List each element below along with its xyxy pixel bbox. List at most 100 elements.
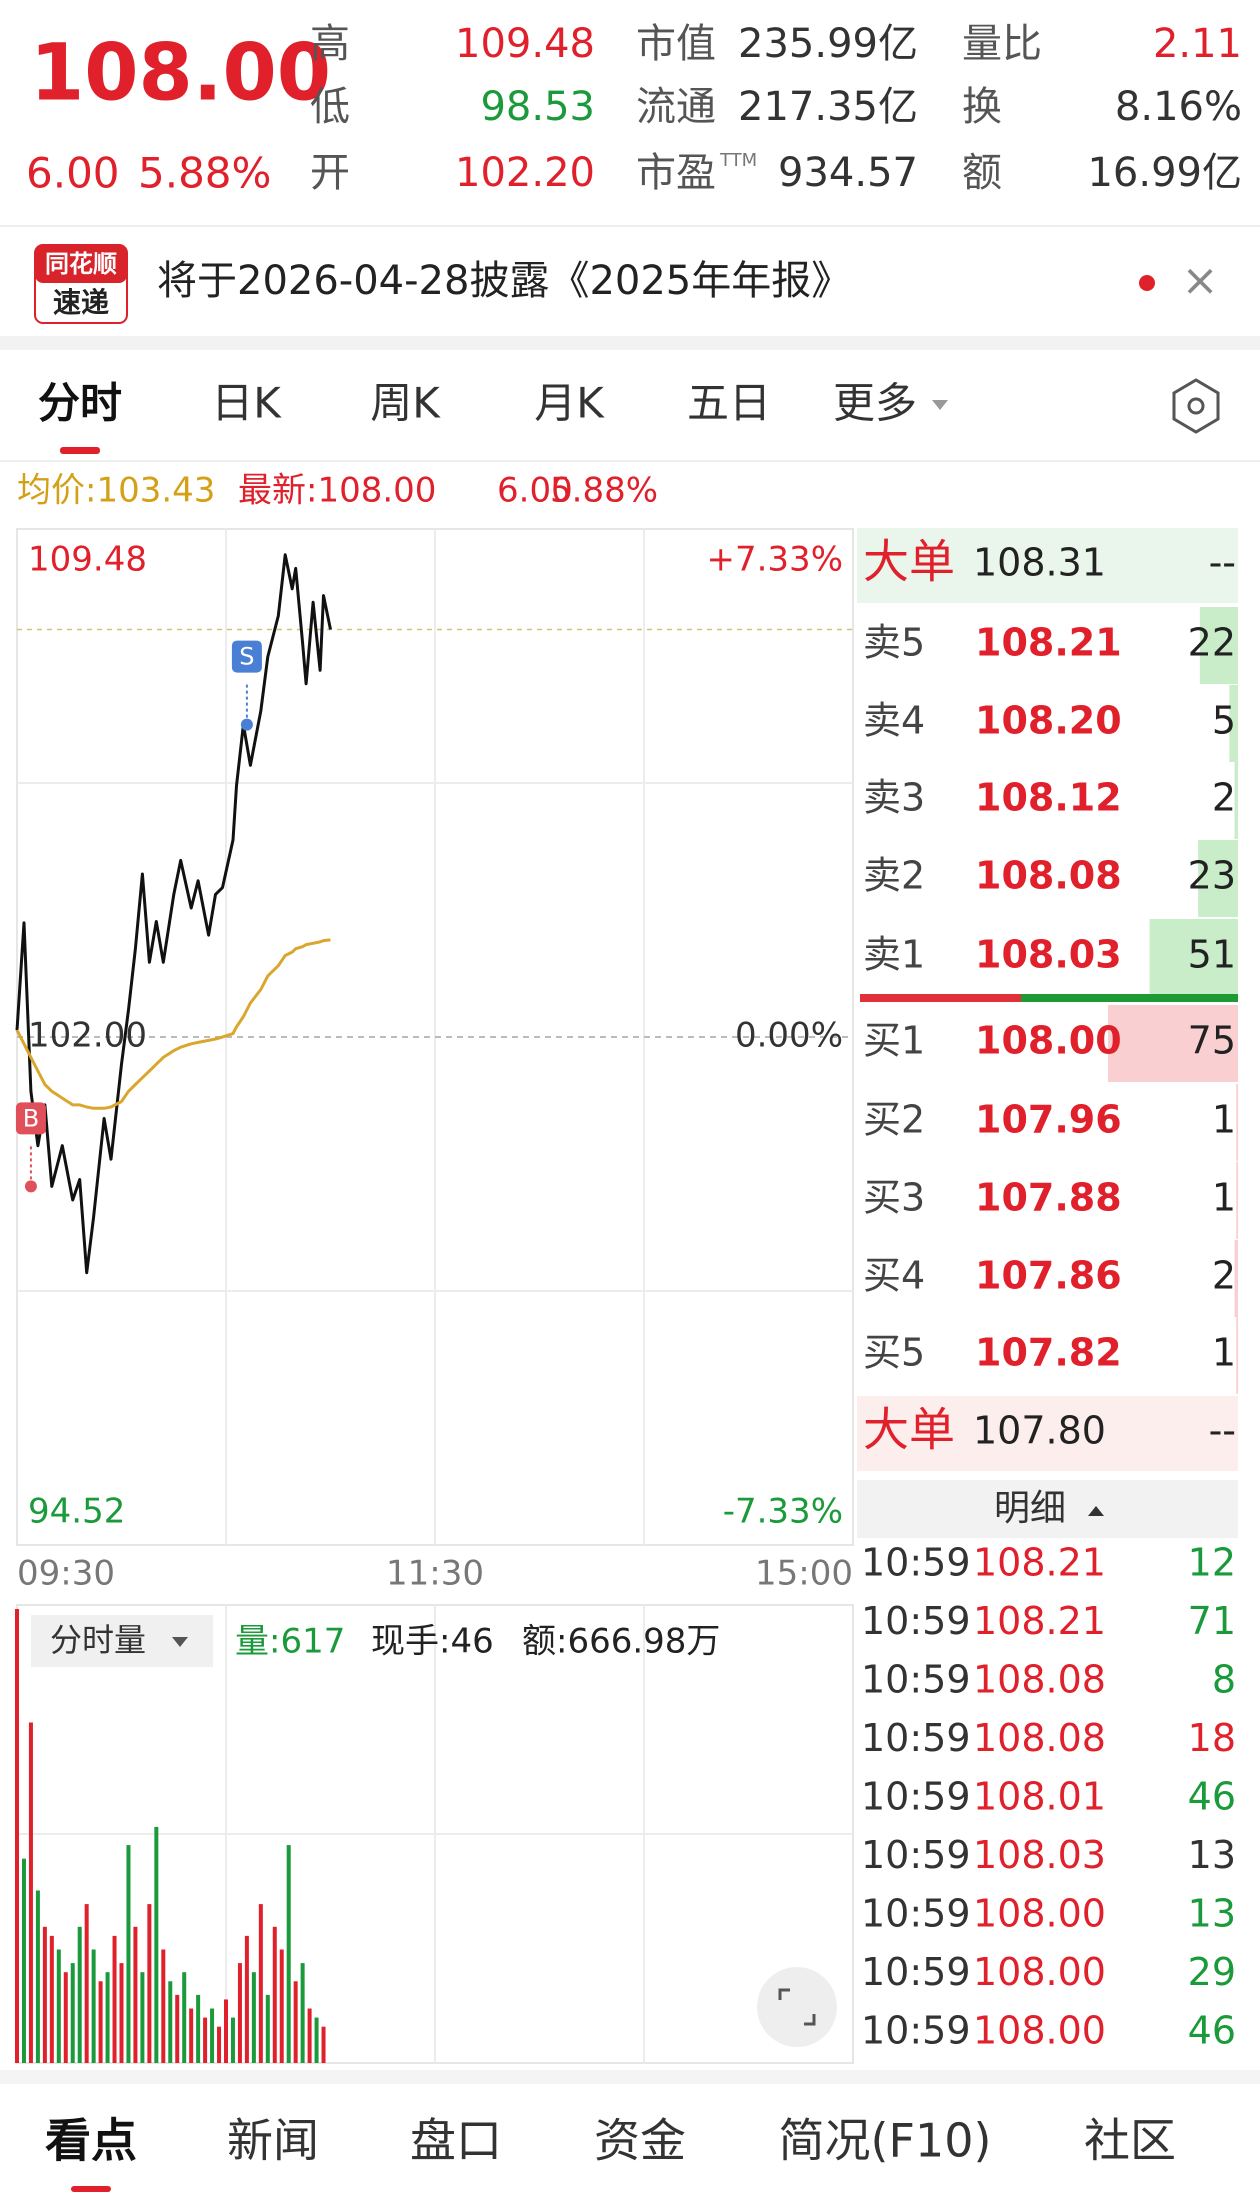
price: 108.00 [30,28,331,118]
volume-bar [56,1949,61,2063]
bottom-tab[interactable]: 看点 [45,2114,137,2168]
volume-bar [147,1904,152,2063]
volume-bar [161,1949,166,2063]
notice-text[interactable]: 将于2026-04-28披露《2025年年报》 [157,258,851,304]
summary-change: 6.00 [497,471,573,511]
volume-bar [272,1926,277,2063]
amount-value: 额:666.98万 [522,1622,720,1662]
bottom-tab[interactable]: 资金 [594,2114,686,2168]
volume-bar [42,1926,47,2063]
depth-qty: 2 [1212,1254,1236,1298]
tick-time: 10:59 [861,1599,971,1643]
volume-bar [286,1845,291,2063]
volume-value: 量:617 [235,1622,345,1662]
fullscreen-button[interactable] [757,1967,837,2047]
tab[interactable]: 日K [211,379,282,428]
tick-price: 108.08 [973,1716,1106,1760]
stat-value: 235.99亿 [738,21,918,67]
depth-label: 卖5 [863,621,925,665]
volume-bar [49,1935,54,2063]
stat-value: 934.57 [778,150,918,196]
hand-value: 现手:46 [371,1622,494,1662]
trade-marker-dot [240,718,253,731]
change: 6.00 [26,149,120,198]
volume-bar [98,1981,103,2063]
depth-label: 买1 [863,1019,925,1063]
unread-dot [1139,275,1155,291]
big-order-row [857,1396,1238,1471]
tab[interactable]: 五日 [687,379,771,428]
tab[interactable]: 更多 [833,379,917,428]
details-header[interactable] [857,1480,1238,1538]
depth-qty: 5 [1212,699,1236,743]
y2-tick-label: -7.33% [723,1492,843,1532]
depth-label: 卖2 [863,854,925,898]
depth-label: 买4 [863,1254,925,1298]
stat-label: 流通 [636,84,716,130]
volume-bar [126,1845,131,2063]
tick-time: 10:59 [861,1950,971,1994]
volume-bar [244,1935,249,2063]
depth-bar [1236,1084,1238,1161]
volume-bar [293,1981,298,2063]
depth-price: 108.12 [975,776,1122,820]
depth-bar [1236,1162,1238,1239]
bottom-tab[interactable]: 社区 [1084,2114,1176,2168]
tab[interactable]: 分时 [38,379,122,428]
depth-bar [1149,919,1238,996]
depth-qty: 22 [1188,621,1236,665]
tick-price: 108.03 [973,1833,1106,1877]
depth-bar [1236,1317,1238,1394]
tab[interactable]: 周K [370,379,441,428]
tick-price: 108.08 [973,1658,1106,1702]
bottom-tab[interactable]: 新闻 [227,2114,319,2168]
bottom-tab[interactable]: 简况(F10) [779,2114,992,2168]
details-title: 明细 [994,1488,1066,1529]
bottom-tab-indicator [71,2186,111,2192]
x-tick-label: 09:30 [17,1554,115,1594]
depth-price: 107.80 [973,1409,1106,1453]
volume-bar [196,1994,201,2063]
volume-bar [251,1972,256,2063]
close-button[interactable]: × [1182,255,1219,306]
volume-bar [91,1949,96,2063]
bottom-tab[interactable]: 盘口 [410,2114,502,2168]
separator-band [0,336,1260,350]
trade-marker[interactable] [231,640,262,673]
depth-qty: -- [1209,541,1236,585]
change-pct: 5.88% [138,149,271,198]
depth-qty: 1 [1212,1176,1236,1220]
stat-value: 8.16% [1115,84,1242,130]
trade-marker-dot [24,1180,37,1193]
tick-price: 108.00 [973,1950,1106,1994]
volume-bar [154,1826,159,2063]
stat-label: 换 [962,84,1002,130]
depth-label: 大单 [863,1403,955,1457]
trade-marker-label: B [23,1104,39,1132]
depth-price: 108.20 [975,699,1122,743]
sort-arrow [1088,1506,1104,1516]
volume-bar [279,1949,284,2063]
tick-qty: 13 [1188,1833,1236,1877]
summary-change-pct: 5.88% [550,471,658,511]
tick-qty: 71 [1188,1599,1236,1643]
volume-bar [175,1994,180,2063]
depth-bar [1234,762,1238,839]
volume-bar [314,2017,319,2063]
volume-bar [182,1972,187,2063]
volume-bar [63,1972,68,2063]
settings-icon[interactable] [1172,378,1220,434]
stat-label: 市盈 [636,150,716,196]
stat-label: 市值 [636,21,716,67]
x-tick-label: 11:30 [386,1554,484,1594]
trade-marker[interactable] [15,1102,46,1135]
volume-bar [168,1981,173,2063]
stat-label: 高 [310,21,350,67]
stat-value: 217.35亿 [738,84,918,130]
tick-qty: 13 [1188,1892,1236,1936]
depth-label: 买3 [863,1176,925,1220]
stat-label-sup: TTM [719,150,757,171]
y-tick-label: 109.48 [28,540,147,580]
tab[interactable]: 月K [534,379,605,428]
